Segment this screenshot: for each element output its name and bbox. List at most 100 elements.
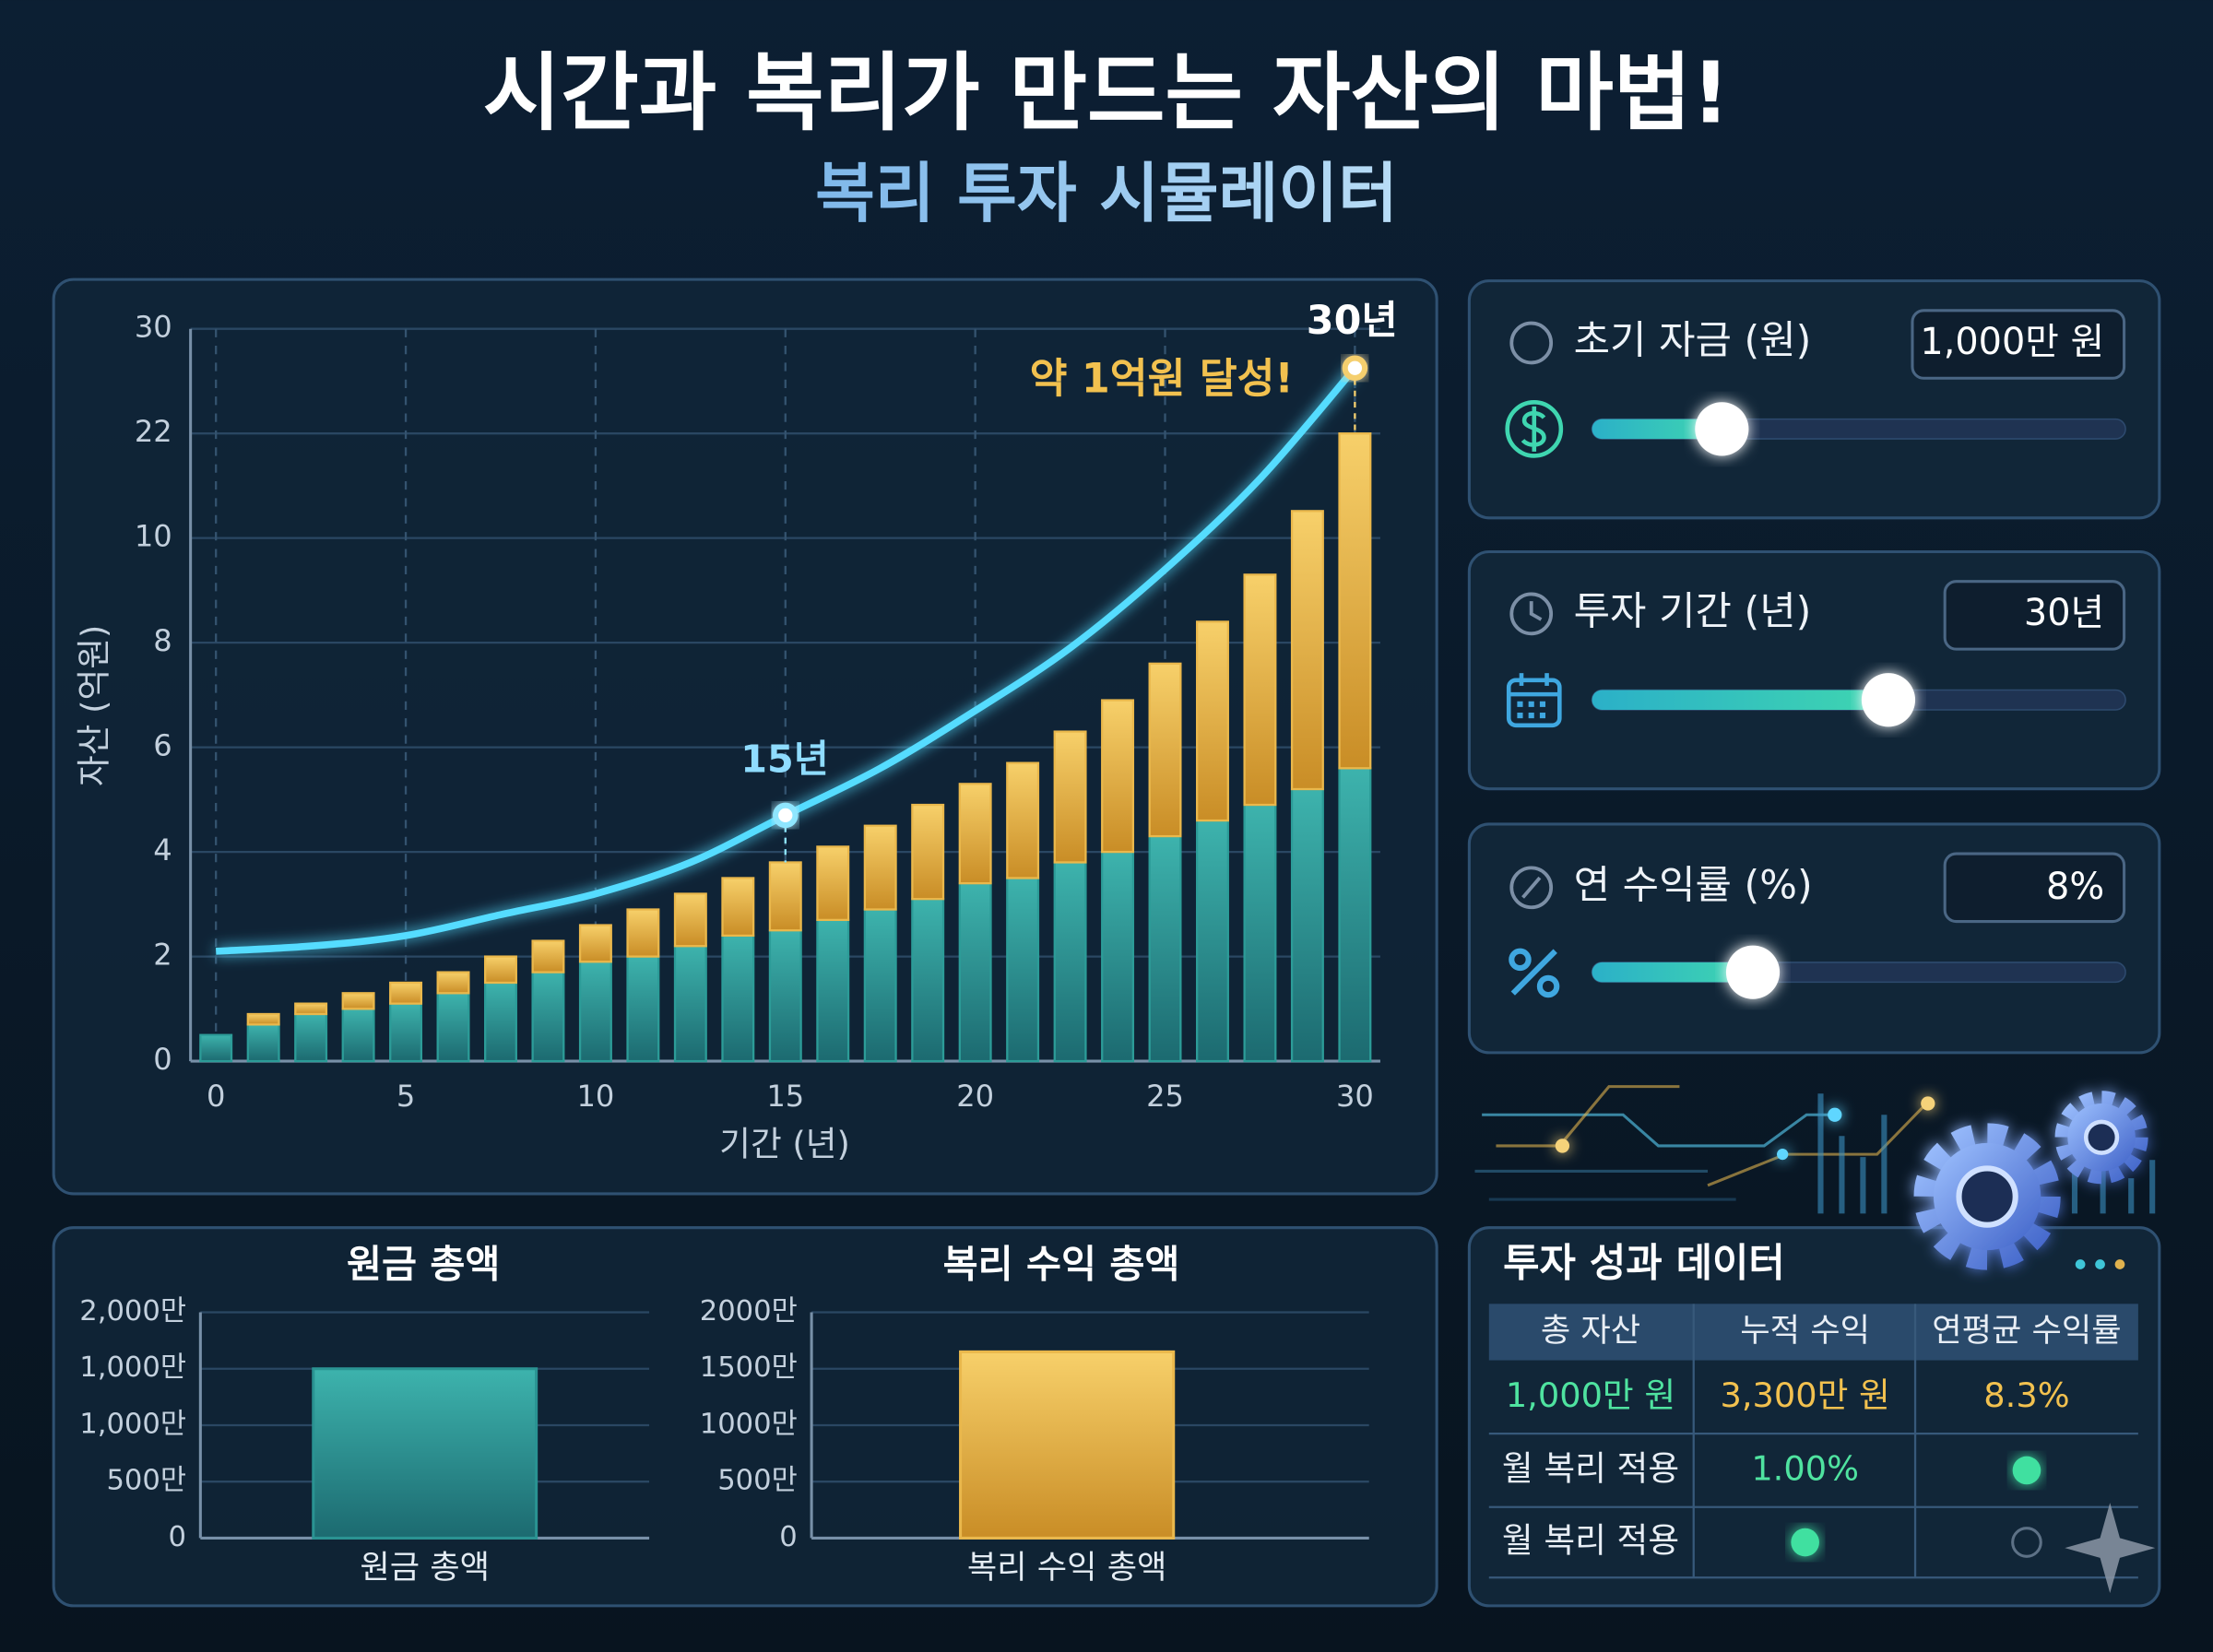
bar-segment <box>294 1002 328 1016</box>
y-tick-label: 1500만 <box>700 1351 798 1384</box>
y-tick-label: 10 <box>135 519 172 554</box>
y-tick-label: 30 <box>135 310 172 345</box>
chart-title: 원금 총액 <box>347 1243 500 1287</box>
bar-segment <box>246 1023 280 1063</box>
table-cell: 1,000만 원 <box>1506 1375 1675 1415</box>
control-value: 30년 <box>2024 592 2104 634</box>
table-title: 투자 성과 데이터 <box>1503 1241 1785 1287</box>
x-tick-label: 5 <box>396 1079 415 1114</box>
bar-segment <box>578 924 612 963</box>
bar-segment <box>1053 730 1087 864</box>
gear-icon <box>1913 1091 2148 1270</box>
bar-segment <box>1338 432 1372 770</box>
highlight-point <box>773 802 799 829</box>
bar-segment <box>1148 662 1182 838</box>
x-tick-label: 복리 수익 총액 <box>967 1549 1167 1587</box>
y-tick-label: 6 <box>153 728 172 763</box>
annotation: 15년 <box>740 738 828 782</box>
bar-segment <box>673 892 707 948</box>
highlight-point <box>1342 355 1368 382</box>
bar-segment <box>958 882 992 1063</box>
bar-segment <box>1290 787 1324 1063</box>
y-tick-label: 0 <box>779 1521 797 1553</box>
annotation: 30년 <box>1307 298 1398 344</box>
bar-segment <box>626 955 660 1063</box>
y-tick-label: 8 <box>153 623 172 658</box>
slider[interactable] <box>1591 673 2126 727</box>
bar-segment <box>863 824 897 911</box>
bar-segment <box>768 861 802 932</box>
bar-segment <box>389 1002 423 1063</box>
slider[interactable] <box>1591 402 2126 456</box>
bar-segment <box>1053 861 1087 1063</box>
bar <box>959 1350 1176 1540</box>
x-tick-label: 0 <box>207 1079 225 1114</box>
main-chart-panel <box>52 277 1438 1196</box>
table-cell: 월 복리 적용 <box>1502 1521 1679 1561</box>
bar-segment <box>294 1012 328 1063</box>
x-tick-label: 10 <box>576 1079 614 1114</box>
control-label: 연 수익률 (%) <box>1574 862 1813 908</box>
slider[interactable] <box>1591 945 2126 999</box>
control-label: 초기 자금 (원) <box>1574 317 1812 363</box>
y-tick-label: 2 <box>153 938 172 973</box>
bar-segment <box>1196 819 1229 1063</box>
bar-segment <box>1243 573 1277 807</box>
x-tick-label: 25 <box>1146 1079 1184 1114</box>
control-value: 8% <box>2046 866 2104 908</box>
table-cell: 8.3% <box>1983 1375 2069 1415</box>
x-tick-label: 15 <box>766 1079 804 1114</box>
y-tick-label: 1,000만 <box>79 1351 186 1384</box>
table-cell: 1.00% <box>1751 1448 1859 1488</box>
control-icons <box>1505 321 1564 998</box>
bar-segment <box>1196 620 1229 822</box>
bar-segment <box>1148 834 1182 1063</box>
more-dots <box>2075 1259 2125 1269</box>
x-tick-label: 20 <box>956 1079 994 1114</box>
table-cell: 3,300만 원 <box>1720 1375 1889 1415</box>
y-tick-label: 1000만 <box>700 1408 798 1440</box>
decoration-dots <box>1555 1096 1935 1161</box>
main-chart: 0 2 4 6 8 10 22 30 0 5 10 15 20 25 30 기간 (년) 자산 (억원) 30년약… <box>75 298 1398 1163</box>
bar-segment <box>1101 699 1135 854</box>
y-axis-label: 자산 (억원) <box>75 625 114 786</box>
bar-segment <box>816 918 850 1063</box>
y-tick-label: 2000만 <box>700 1295 798 1328</box>
bar-segment <box>484 955 517 985</box>
table-cell: 월 복리 적용 <box>1502 1448 1679 1488</box>
sparkle-icon <box>2065 1503 2156 1594</box>
bar-segment <box>436 992 470 1063</box>
y-tick-label: 2,000만 <box>79 1295 186 1328</box>
bar-segment <box>389 981 423 1005</box>
bar-segment <box>199 1033 233 1063</box>
bar-segment <box>863 908 897 1063</box>
bar-segment <box>436 971 470 995</box>
y-tick-label: 0 <box>153 1042 172 1077</box>
bar-segment <box>531 971 565 1063</box>
bar-segment <box>721 934 755 1063</box>
bar-segment <box>1338 767 1372 1063</box>
bar-segment <box>531 939 565 974</box>
bar-segment <box>958 783 992 885</box>
y-tick-label: 500만 <box>106 1465 186 1497</box>
bar-segment <box>246 1012 280 1026</box>
value-box[interactable] <box>1911 309 2126 924</box>
bar-segment <box>1006 761 1040 879</box>
y-tick-label: 1,000만 <box>79 1408 186 1440</box>
bar-segment <box>911 803 945 901</box>
page-title: 시간과 복리가 만드는 자산의 마법! <box>483 44 1731 143</box>
bar-segment <box>768 929 802 1063</box>
bar-segment <box>341 992 375 1010</box>
bar-segment <box>1101 850 1135 1063</box>
bar-segment <box>816 845 850 922</box>
bar-segment <box>1006 877 1040 1063</box>
y-tick-label: 22 <box>135 414 172 449</box>
growth-line <box>215 365 1358 955</box>
y-tick-label: 0 <box>169 1521 186 1553</box>
bar-segment <box>911 898 945 1063</box>
decoration <box>1474 1085 2156 1214</box>
